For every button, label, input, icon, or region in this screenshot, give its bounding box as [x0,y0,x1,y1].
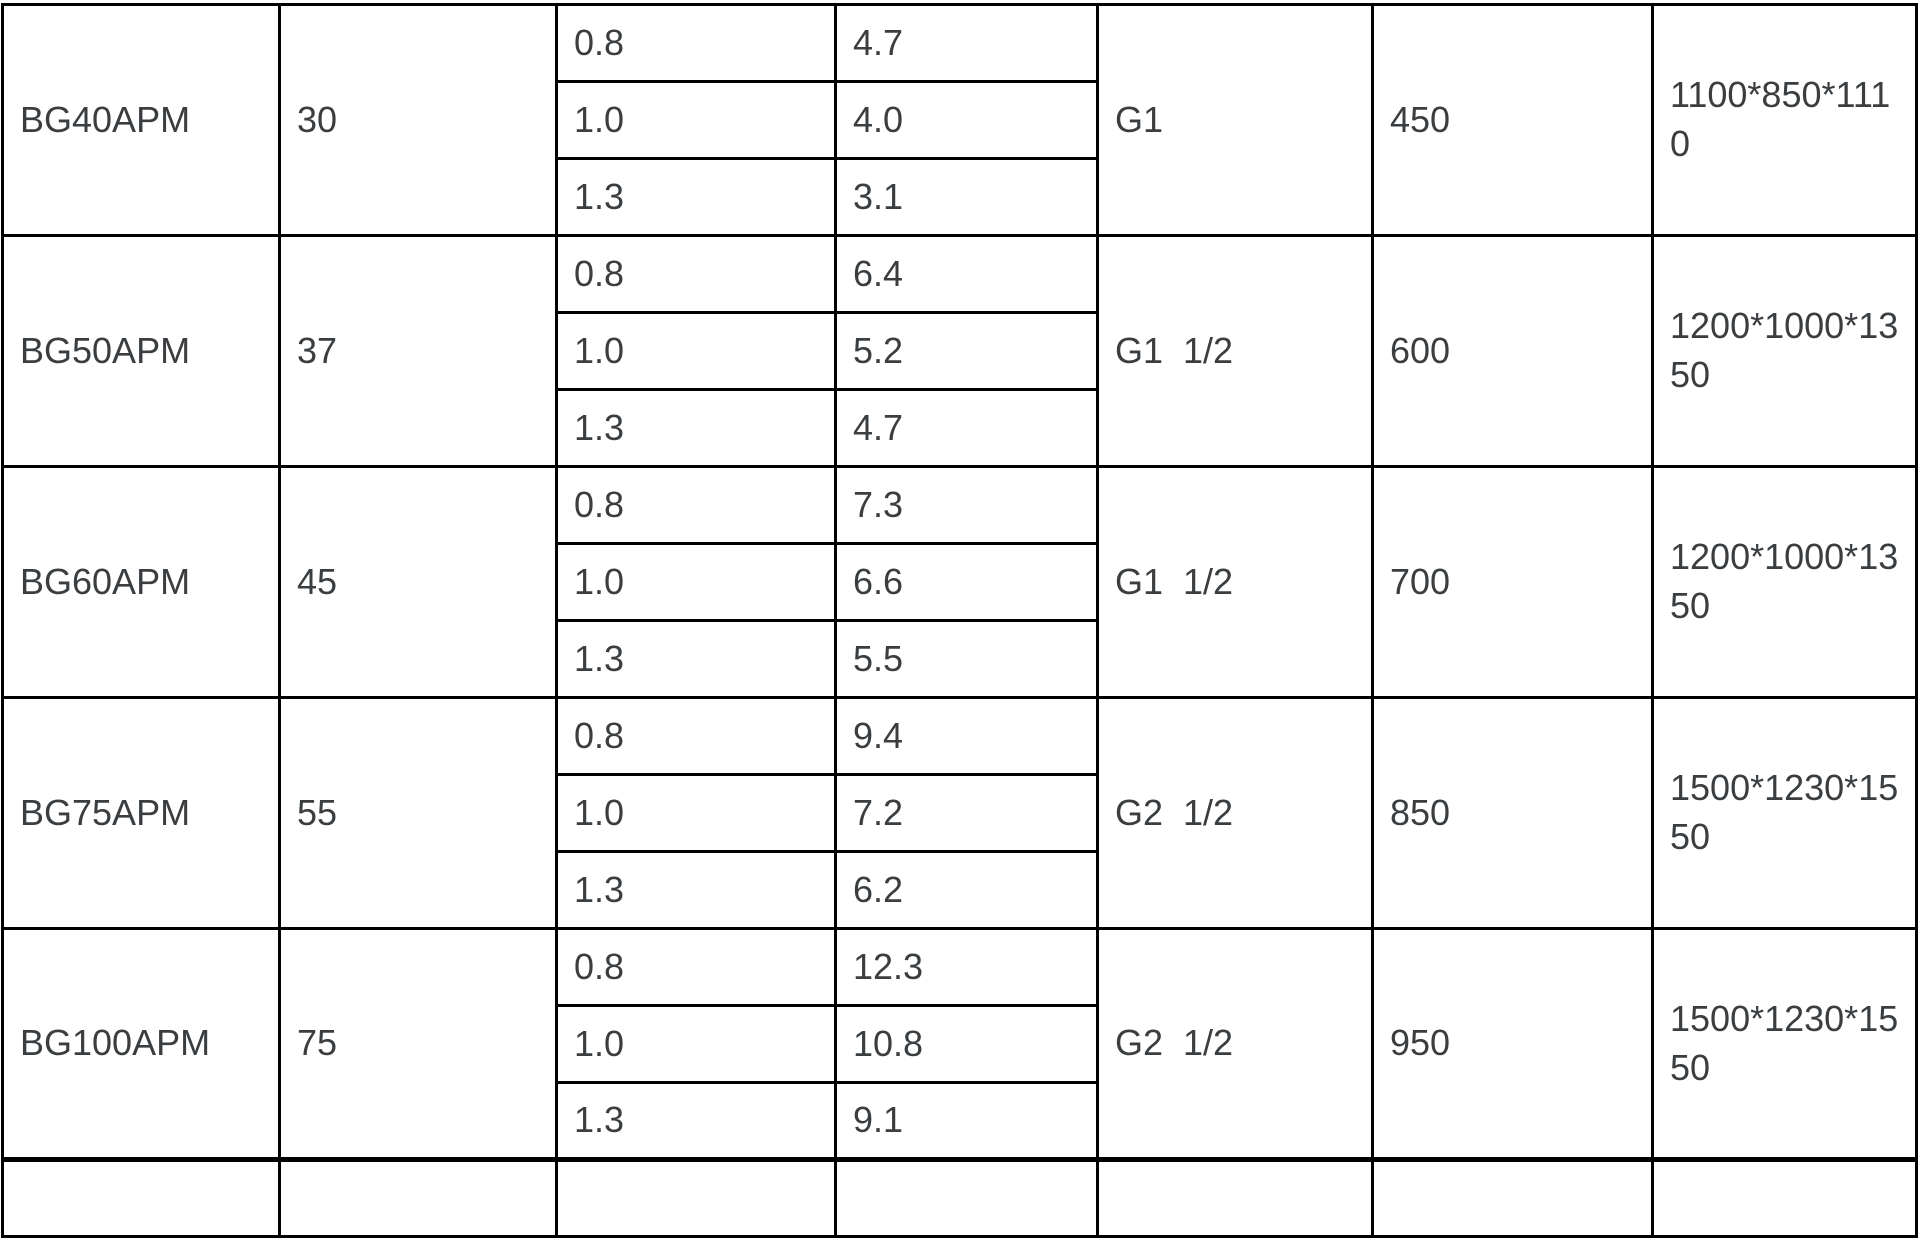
weight-cell: 450 [1371,3,1654,237]
capacity-cell: 6.4 [834,234,1099,314]
capacity-cell: 4.7 [834,388,1099,468]
pressure-cell: 1.3 [555,850,837,930]
spec-table: BG40APM 30 0.8 4.7 G1 450 1100*850*1110 … [1,3,1918,1238]
pressure-cell: 1.3 [555,157,837,237]
dimensions-cell: 1100*850*1110 [1651,3,1918,237]
pressure-cell: 1.0 [555,1004,837,1084]
pressure-cell: 0.8 [555,465,837,545]
outlet-cell: G1 1/2 [1096,465,1374,699]
table-row: 1.0 7.2 [3,773,1917,853]
model-cell: BG40APM [1,3,281,237]
power-cell: 30 [278,3,558,237]
pressure-cell: 1.3 [555,619,837,699]
pressure-cell: 1.3 [555,388,837,468]
dimensions-cell [1651,1157,1918,1238]
capacity-cell: 6.6 [834,542,1099,622]
capacity-cell: 6.2 [834,850,1099,930]
model-cell: BG100APM [1,927,281,1161]
pressure-cell [555,1157,837,1238]
capacity-cell: 10.8 [834,1004,1099,1084]
power-cell [278,1157,558,1238]
capacity-cell: 9.4 [834,696,1099,776]
partial-next-row [1,1157,1918,1238]
weight-cell: 950 [1371,927,1654,1161]
dimensions-cell: 1500*1230*1550 [1651,927,1918,1161]
capacity-cell: 12.3 [834,927,1099,1007]
power-cell: 45 [278,465,558,699]
power-cell: 55 [278,696,558,930]
dimensions-cell: 1200*1000*1350 [1651,465,1918,699]
table-row: BG75APM 55 0.8 9.4 G2 1/2 850 1500*1230*… [1,696,1918,930]
model-cell: BG75APM [1,696,281,930]
pressure-cell: 0.8 [555,927,837,1007]
table-row: 1.0 4.0 [3,80,1917,160]
capacity-cell: 3.1 [834,157,1099,237]
table-row: 1.3 9.1 [3,1081,1917,1161]
table-row: 1.3 3.1 [3,157,1917,237]
capacity-cell [834,1157,1099,1238]
dimensions-cell: 1500*1230*1550 [1651,696,1918,930]
table-row: 1.0 10.8 [3,1004,1917,1084]
weight-cell: 700 [1371,465,1654,699]
capacity-cell: 5.2 [834,311,1099,391]
pressure-cell: 1.3 [555,1081,837,1161]
table-row: 1.0 5.2 [3,311,1917,391]
table-row: 1.3 5.5 [3,619,1917,699]
capacity-cell: 4.7 [834,3,1099,83]
power-cell: 37 [278,234,558,468]
pressure-cell: 1.0 [555,542,837,622]
capacity-cell: 7.2 [834,773,1099,853]
pressure-cell: 0.8 [555,696,837,776]
outlet-cell: G1 1/2 [1096,234,1374,468]
model-cell: BG50APM [1,234,281,468]
pressure-cell: 0.8 [555,234,837,314]
capacity-cell: 5.5 [834,619,1099,699]
table-row: 1.0 6.6 [3,542,1917,622]
power-cell: 75 [278,927,558,1161]
table-row: BG40APM 30 0.8 4.7 G1 450 1100*850*1110 [1,3,1918,237]
pressure-cell: 1.0 [555,773,837,853]
pressure-cell: 0.8 [555,3,837,83]
model-cell: BG60APM [1,465,281,699]
weight-cell: 850 [1371,696,1654,930]
outlet-cell: G2 1/2 [1096,927,1374,1161]
capacity-cell: 7.3 [834,465,1099,545]
pressure-cell: 1.0 [555,311,837,391]
table-row: BG60APM 45 0.8 7.3 G1 1/2 700 1200*1000*… [1,465,1918,699]
model-cell [1,1157,281,1238]
weight-cell [1371,1157,1654,1238]
table-row: BG100APM 75 0.8 12.3 G2 1/2 950 1500*123… [1,927,1918,1161]
pressure-cell: 1.0 [555,80,837,160]
outlet-cell: G2 1/2 [1096,696,1374,930]
table-row: 1.3 4.7 [3,388,1917,468]
dimensions-cell: 1200*1000*1350 [1651,234,1918,468]
capacity-cell: 9.1 [834,1081,1099,1161]
weight-cell: 600 [1371,234,1654,468]
outlet-cell: G1 [1096,3,1374,237]
capacity-cell: 4.0 [834,80,1099,160]
table-row: 1.3 6.2 [3,850,1917,930]
table-row: BG50APM 37 0.8 6.4 G1 1/2 600 1200*1000*… [1,234,1918,468]
outlet-cell [1096,1157,1374,1238]
